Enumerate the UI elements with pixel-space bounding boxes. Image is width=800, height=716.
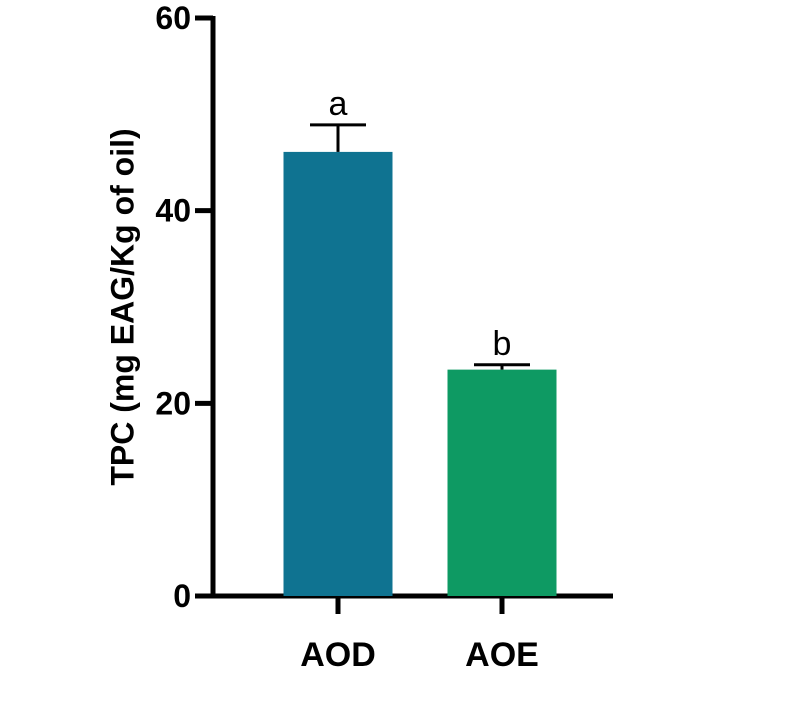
x-tick-label: AOE (465, 636, 539, 674)
y-tick-label: 0 (173, 578, 191, 614)
y-tick-label: 40 (155, 193, 191, 229)
significance-letter: a (329, 85, 348, 123)
y-tick-label: 60 (155, 0, 191, 36)
bar (447, 369, 557, 596)
bar (283, 151, 393, 597)
y-tick-label: 20 (155, 385, 191, 421)
x-tick-label: AOD (300, 636, 376, 674)
error-bar (310, 123, 366, 152)
error-bar (474, 363, 530, 370)
y-axis-label: TPC (mg EAG/Kg of oil) (104, 128, 140, 485)
significance-letter: b (493, 325, 512, 363)
